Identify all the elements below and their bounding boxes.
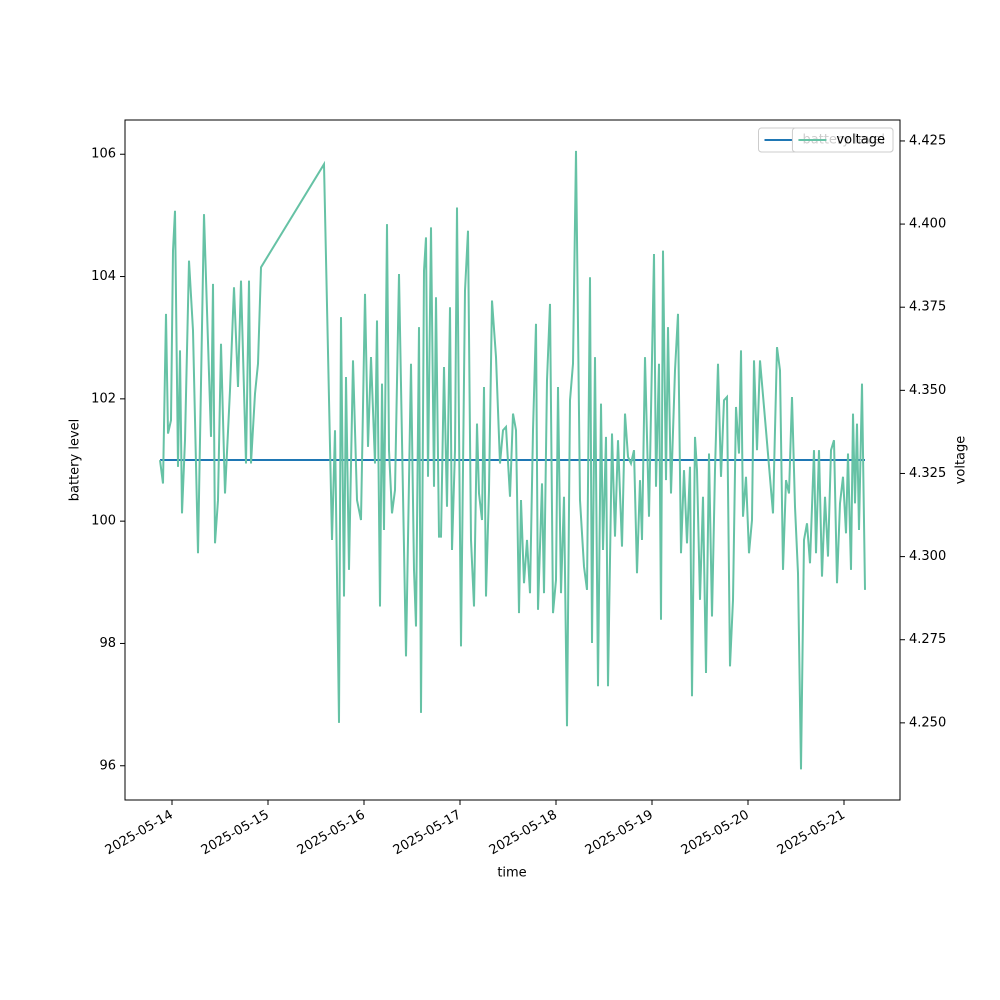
- y-tick-label: 102: [91, 391, 116, 406]
- y-tick-label: 100: [91, 514, 116, 529]
- y2-tick-label: 4.300: [909, 549, 946, 564]
- y2-tick-label: 4.400: [909, 217, 946, 232]
- y-tick-label: 98: [99, 636, 116, 651]
- legend-box: [791, 127, 894, 153]
- plot-frame: [124, 119, 901, 801]
- line: [159, 150, 866, 770]
- y-axis-label: battery level: [68, 419, 83, 502]
- y2-tick-label: 4.375: [909, 300, 946, 315]
- y-tick-label: 96: [99, 758, 116, 773]
- x-axis-label: time: [497, 866, 526, 881]
- y-tick-label: 104: [91, 269, 116, 284]
- y2-tick-label: 4.325: [909, 466, 946, 481]
- y2-tick-label: 4.275: [909, 632, 946, 647]
- legend-label: voltage: [836, 133, 885, 148]
- y2-tick-label: 4.250: [909, 715, 946, 730]
- y2-tick-label: 4.350: [909, 383, 946, 398]
- y2-tick-label: 4.425: [909, 133, 946, 148]
- y2-axis-label: voltage: [954, 436, 969, 485]
- y-tick-label: 106: [91, 147, 116, 162]
